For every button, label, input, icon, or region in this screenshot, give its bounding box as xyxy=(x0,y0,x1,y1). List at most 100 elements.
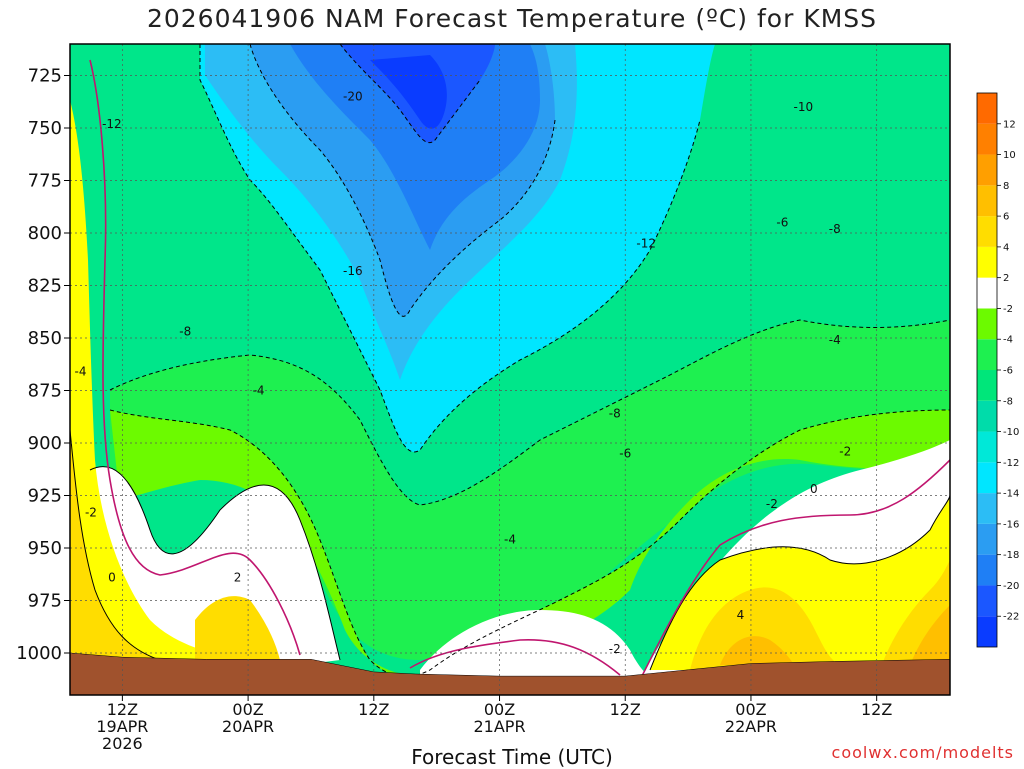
x-tick-label: 22APR xyxy=(725,717,777,736)
plot-area: -20-12-10-6 -8-16-12-8-4-4-4-8-6 -2-20-2-4… xyxy=(70,44,950,695)
region-plus6-right2 xyxy=(910,605,950,665)
y-tick-label: 850 xyxy=(28,328,62,349)
colorbar-swatch xyxy=(977,431,997,463)
colorbar-tick-label: 2 xyxy=(1003,273,1009,284)
colorbar-tick-label: -16 xyxy=(1003,519,1019,530)
isotherm-solid xyxy=(70,429,161,661)
colorbar-swatch xyxy=(977,277,997,309)
isotherm-label: -8 xyxy=(829,222,841,236)
y-tick-label: 975 xyxy=(28,591,62,612)
x-tick-label: 12Z xyxy=(610,700,641,719)
colorbar-swatch xyxy=(977,123,997,155)
x-tick-label: 00Z xyxy=(484,700,515,719)
isotherm-label: -2 xyxy=(85,505,97,519)
region-plus6-right xyxy=(720,636,795,665)
isotherm-label: -20 xyxy=(343,90,363,104)
x-tick-label: 21APR xyxy=(473,717,525,736)
colorbar-tick-label: 6 xyxy=(1003,212,1009,223)
isotherm-label: 2 xyxy=(234,570,242,584)
region-plus4-left xyxy=(70,430,160,665)
x-tick-label: 00Z xyxy=(735,700,766,719)
isotherm-solid-lines xyxy=(70,429,950,671)
isotherm-label: -2 xyxy=(609,642,621,656)
zero-isotherm xyxy=(639,459,950,681)
colorbar-tick-label: -2 xyxy=(1003,304,1013,315)
colorbar-tick-label: 8 xyxy=(1003,181,1009,192)
y-tick-label: 825 xyxy=(28,276,62,297)
colorbar-swatch xyxy=(977,339,997,370)
colorbar-tick-label: -6 xyxy=(1003,366,1013,377)
region-plus4-right xyxy=(690,587,840,670)
colorbar-swatch xyxy=(977,93,997,124)
x-tick-label: 2026 xyxy=(102,734,143,753)
colorbar-swatch xyxy=(977,493,997,524)
x-tick-label: 12Z xyxy=(861,700,892,719)
colorbar-swatch xyxy=(977,462,997,494)
colorbar-swatch xyxy=(977,523,997,555)
isotherm-label: -4 xyxy=(504,533,516,547)
isotherm-label: -4 xyxy=(253,384,265,398)
isotherm-solid xyxy=(89,466,341,661)
y-tick-label: 950 xyxy=(28,538,62,559)
region-minus6 xyxy=(110,320,950,660)
x-tick-label: 12Z xyxy=(358,700,389,719)
isotherm-label: -6 xyxy=(619,447,631,461)
region-zero xyxy=(90,466,340,665)
region-minus22 xyxy=(370,55,447,129)
colorbar-swatch xyxy=(977,370,997,401)
colorbar-swatch xyxy=(977,246,997,278)
region-plus4-left2 xyxy=(195,596,280,660)
chart-title: 2026041906 NAM Forecast Temperature (ºC)… xyxy=(146,4,878,33)
colorbar-tick-label: -8 xyxy=(1003,396,1013,407)
isotherm-label: -12 xyxy=(636,237,656,251)
isotherm-label: -8 xyxy=(179,325,191,339)
isotherm-dashed xyxy=(199,44,701,453)
isotherm-label: -4 xyxy=(829,333,841,347)
x-axis-label: Forecast Time (UTC) xyxy=(411,745,613,769)
colorbar-swatch xyxy=(977,308,997,340)
isotherm-label: -12 xyxy=(102,117,122,131)
colorbar-tick-label: -10 xyxy=(1003,427,1019,438)
isotherm-dashed xyxy=(109,409,950,678)
zero-isotherm xyxy=(409,639,621,676)
isotherm-label: -2 xyxy=(839,444,851,458)
colorbar-tick-label: 4 xyxy=(1003,242,1009,253)
colorbar-tick-label: -14 xyxy=(1003,489,1019,500)
colorbar-tick-label: -12 xyxy=(1003,458,1019,469)
isotherm-label: -4 xyxy=(74,365,86,379)
x-tick-label: 00Z xyxy=(232,700,263,719)
colorbar-swatch xyxy=(977,554,997,586)
isotherm-labels: -20-12-10-6 -8-16-12-8-4-4-4-8-6 -2-20-2-4… xyxy=(74,90,851,656)
plot-border xyxy=(69,43,951,696)
isotherm-label: 0 xyxy=(108,570,116,584)
y-tick-label: 725 xyxy=(28,66,62,87)
colorbar-tick-label: 12 xyxy=(1003,119,1016,130)
y-tick-label: 925 xyxy=(28,486,62,507)
y-tick-label: 775 xyxy=(28,171,62,192)
watermark: coolwx.com/modelts xyxy=(831,743,1014,762)
isotherm-label: -6 xyxy=(776,216,788,230)
colorbar-tick-label: -18 xyxy=(1003,550,1019,561)
isotherm-label: -10 xyxy=(794,100,814,114)
isotherm-label: -2 xyxy=(766,497,778,511)
colorbar-swatch xyxy=(977,400,997,432)
region-zero-right xyxy=(420,610,660,680)
colorbar-swatch xyxy=(977,154,997,186)
colorbar-tick-label: -4 xyxy=(1003,335,1013,346)
zero-isotherm xyxy=(89,59,301,656)
colorbar-swatch xyxy=(977,185,997,217)
x-tick-label: 12Z xyxy=(107,700,138,719)
y-tick-label: 1000 xyxy=(16,643,62,664)
y-tick-label: 750 xyxy=(28,118,62,139)
x-tick-label: 20APR xyxy=(222,717,274,736)
isotherm-solid xyxy=(649,494,950,671)
zero-isotherm-lines xyxy=(89,59,950,681)
y-axis: 725 750 775 800 825 850 875 900 925 950 975 1000 xyxy=(16,66,70,664)
colorbar-tick-label: -22 xyxy=(1003,612,1019,623)
region-minus18 xyxy=(290,44,540,250)
isotherm-dashed xyxy=(339,44,481,143)
y-tick-label: 875 xyxy=(28,381,62,402)
